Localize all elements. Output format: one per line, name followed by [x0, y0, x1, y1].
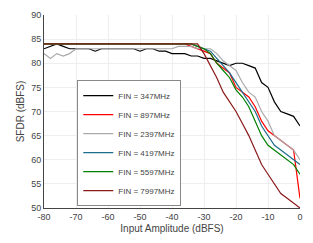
- svg-text:-70: -70: [69, 212, 82, 222]
- svg-text:-20: -20: [229, 212, 242, 222]
- svg-text:60: 60: [31, 155, 41, 165]
- svg-text:-40: -40: [165, 212, 178, 222]
- svg-text:-30: -30: [197, 212, 210, 222]
- svg-text:FIN = 7997MHz: FIN = 7997MHz: [118, 187, 174, 196]
- svg-text:0: 0: [297, 212, 302, 222]
- svg-text:75: 75: [31, 83, 41, 93]
- svg-text:FIN = 2397MHz: FIN = 2397MHz: [118, 130, 174, 139]
- svg-text:85: 85: [31, 34, 41, 44]
- svg-text:FIN = 4197MHz: FIN = 4197MHz: [118, 149, 174, 158]
- svg-text:70: 70: [31, 107, 41, 117]
- svg-text:Input Amplitude (dBFS): Input Amplitude (dBFS): [120, 223, 223, 234]
- svg-text:-10: -10: [261, 212, 274, 222]
- svg-text:-60: -60: [101, 212, 114, 222]
- svg-text:-50: -50: [133, 212, 146, 222]
- svg-text:FIN = 5597MHz: FIN = 5597MHz: [118, 168, 174, 177]
- svg-text:-80: -80: [37, 212, 50, 222]
- svg-text:65: 65: [31, 131, 41, 141]
- svg-text:SFDR (dBFS): SFDR (dBFS): [15, 81, 26, 143]
- svg-text:80: 80: [31, 58, 41, 68]
- svg-text:90: 90: [31, 10, 41, 20]
- svg-text:55: 55: [31, 179, 41, 189]
- svg-text:FIN = 347MHz: FIN = 347MHz: [118, 92, 170, 101]
- svg-text:FIN = 897MHz: FIN = 897MHz: [118, 111, 170, 120]
- svg-text:50: 50: [31, 203, 41, 213]
